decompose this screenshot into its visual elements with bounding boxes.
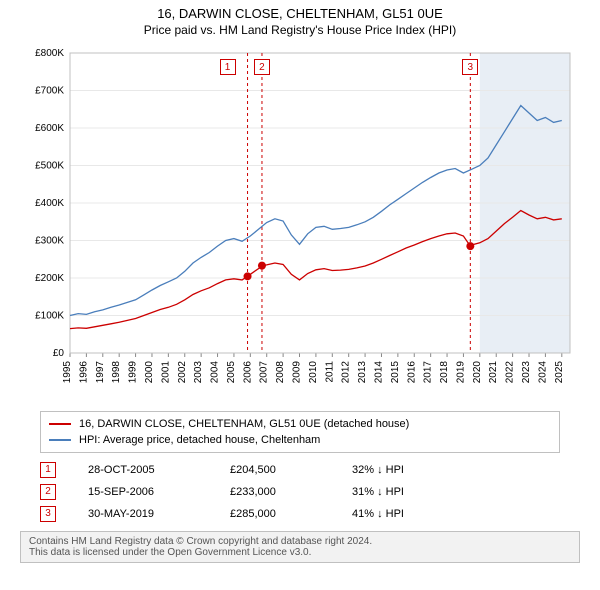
credits-line-2: This data is licensed under the Open Gov… bbox=[29, 547, 571, 558]
svg-text:2020: 2020 bbox=[472, 361, 483, 384]
svg-text:1995: 1995 bbox=[62, 361, 73, 384]
svg-text:2002: 2002 bbox=[177, 361, 188, 384]
sale-date: 30-MAY-2019 bbox=[88, 503, 218, 525]
svg-text:£300K: £300K bbox=[35, 236, 64, 247]
svg-text:£0: £0 bbox=[53, 348, 65, 359]
svg-text:2009: 2009 bbox=[292, 361, 303, 384]
svg-text:2024: 2024 bbox=[537, 361, 548, 384]
svg-text:£200K: £200K bbox=[35, 273, 64, 284]
sale-row: 3 30-MAY-2019 £285,000 41% ↓ HPI bbox=[40, 503, 560, 525]
credits-box: Contains HM Land Registry data © Crown c… bbox=[20, 531, 580, 563]
svg-text:2025: 2025 bbox=[554, 361, 565, 384]
sale-price: £285,000 bbox=[230, 503, 340, 525]
sale-row: 2 15-SEP-2006 £233,000 31% ↓ HPI bbox=[40, 481, 560, 503]
sale-pct-vs-hpi: 32% ↓ HPI bbox=[352, 459, 452, 481]
sale-date: 28-OCT-2005 bbox=[88, 459, 218, 481]
line-chart-svg: £0 £100K £200K £300K £400K £500K £600K £700K £80… bbox=[20, 43, 580, 403]
sale-marker-box: 2 bbox=[40, 484, 56, 500]
sale-marker-box: 3 bbox=[40, 506, 56, 522]
legend-item: 16, DARWIN CLOSE, CHELTENHAM, GL51 0UE (… bbox=[49, 416, 551, 432]
svg-text:2005: 2005 bbox=[226, 361, 237, 384]
svg-text:2008: 2008 bbox=[275, 361, 286, 384]
sale-date: 15-SEP-2006 bbox=[88, 481, 218, 503]
svg-text:2006: 2006 bbox=[242, 361, 253, 384]
svg-text:2023: 2023 bbox=[521, 361, 532, 384]
svg-text:1998: 1998 bbox=[111, 361, 122, 384]
sales-table: 1 28-OCT-2005 £204,500 32% ↓ HPI 2 15-SEP-200… bbox=[40, 459, 560, 525]
chart-legend: 16, DARWIN CLOSE, CHELTENHAM, GL51 0UE (… bbox=[40, 411, 560, 453]
svg-text:2022: 2022 bbox=[505, 361, 516, 384]
svg-text:£100K: £100K bbox=[35, 311, 64, 322]
svg-text:2000: 2000 bbox=[144, 361, 155, 384]
legend-label: HPI: Average price, detached house, Chel… bbox=[79, 432, 320, 448]
chart-plot-area: £0 £100K £200K £300K £400K £500K £600K £700K £80… bbox=[20, 43, 580, 403]
svg-text:2011: 2011 bbox=[324, 361, 335, 383]
svg-text:1997: 1997 bbox=[95, 361, 106, 384]
svg-text:2018: 2018 bbox=[439, 361, 450, 384]
svg-text:2007: 2007 bbox=[259, 361, 270, 384]
sale-price: £204,500 bbox=[230, 459, 340, 481]
svg-text:2019: 2019 bbox=[455, 361, 466, 384]
sale-pct-vs-hpi: 31% ↓ HPI bbox=[352, 481, 452, 503]
chart-title: 16, DARWIN CLOSE, CHELTENHAM, GL51 0UE bbox=[0, 0, 600, 21]
svg-text:2003: 2003 bbox=[193, 361, 204, 384]
sale-row: 1 28-OCT-2005 £204,500 32% ↓ HPI bbox=[40, 459, 560, 481]
svg-text:£400K: £400K bbox=[35, 198, 64, 209]
svg-text:2013: 2013 bbox=[357, 361, 368, 384]
svg-text:2004: 2004 bbox=[210, 361, 221, 384]
svg-text:£700K: £700K bbox=[35, 86, 64, 97]
svg-text:2021: 2021 bbox=[488, 361, 499, 384]
svg-text:2012: 2012 bbox=[341, 361, 352, 384]
svg-text:2014: 2014 bbox=[373, 361, 384, 384]
sale-price: £233,000 bbox=[230, 481, 340, 503]
chart-container: { "title": "16, DARWIN CLOSE, CHELTENHAM… bbox=[0, 0, 600, 590]
svg-text:2001: 2001 bbox=[160, 361, 171, 384]
legend-swatch bbox=[49, 439, 71, 441]
svg-text:2016: 2016 bbox=[406, 361, 417, 384]
svg-text:£600K: £600K bbox=[35, 123, 64, 134]
legend-item: HPI: Average price, detached house, Chel… bbox=[49, 432, 551, 448]
svg-text:1999: 1999 bbox=[128, 361, 139, 384]
chart-subtitle: Price paid vs. HM Land Registry's House … bbox=[0, 21, 600, 43]
legend-swatch bbox=[49, 423, 71, 425]
legend-label: 16, DARWIN CLOSE, CHELTENHAM, GL51 0UE (… bbox=[79, 416, 409, 432]
svg-text:1996: 1996 bbox=[78, 361, 89, 384]
sale-marker-box: 1 bbox=[40, 462, 56, 478]
credits-line-1: Contains HM Land Registry data © Crown c… bbox=[29, 536, 571, 547]
svg-text:£500K: £500K bbox=[35, 161, 64, 172]
sale-pct-vs-hpi: 41% ↓ HPI bbox=[352, 503, 452, 525]
svg-text:2015: 2015 bbox=[390, 361, 401, 384]
svg-text:2017: 2017 bbox=[423, 361, 434, 384]
svg-text:£800K: £800K bbox=[35, 48, 64, 59]
svg-text:2010: 2010 bbox=[308, 361, 319, 384]
